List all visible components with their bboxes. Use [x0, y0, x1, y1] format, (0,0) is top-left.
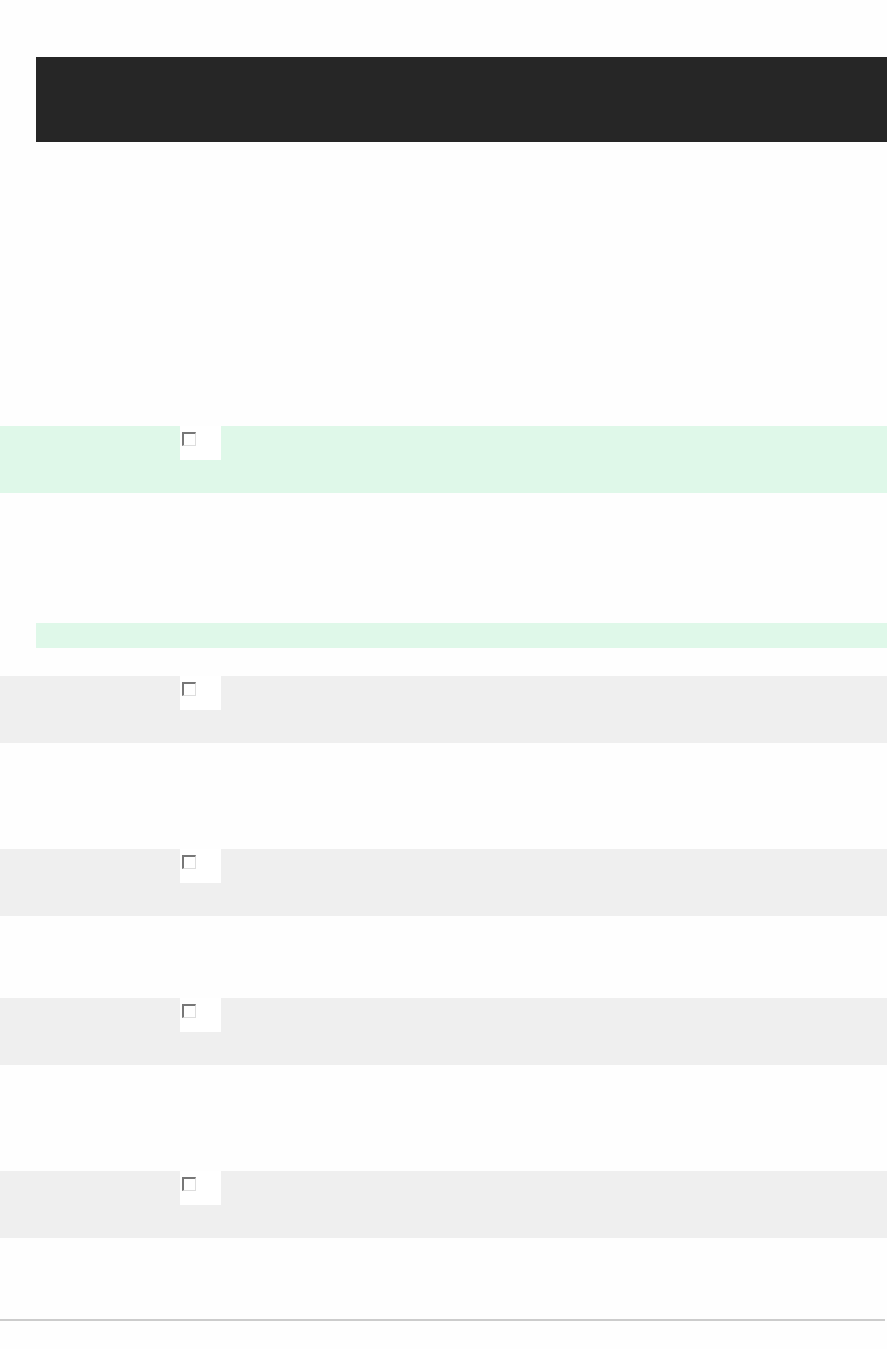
row-checkbox[interactable]: [182, 1177, 196, 1191]
list-row-highlighted[interactable]: [0, 426, 887, 493]
checkbox-cell: [180, 849, 221, 883]
checkbox-cell: [180, 998, 221, 1032]
row-checkbox[interactable]: [182, 1004, 196, 1018]
highlight-bar: [36, 623, 887, 648]
row-checkbox[interactable]: [182, 682, 196, 696]
row-checkbox[interactable]: [182, 432, 196, 446]
page-header: [36, 57, 887, 142]
list-row[interactable]: [0, 998, 887, 1065]
row-checkbox[interactable]: [182, 855, 196, 869]
list-row[interactable]: [0, 1171, 887, 1238]
checkbox-cell: [180, 676, 221, 710]
list-row[interactable]: [0, 676, 887, 743]
list-row[interactable]: [0, 849, 887, 916]
checkbox-cell: [180, 1171, 221, 1205]
checkbox-cell: [180, 426, 221, 460]
footer-divider: [0, 1319, 885, 1321]
